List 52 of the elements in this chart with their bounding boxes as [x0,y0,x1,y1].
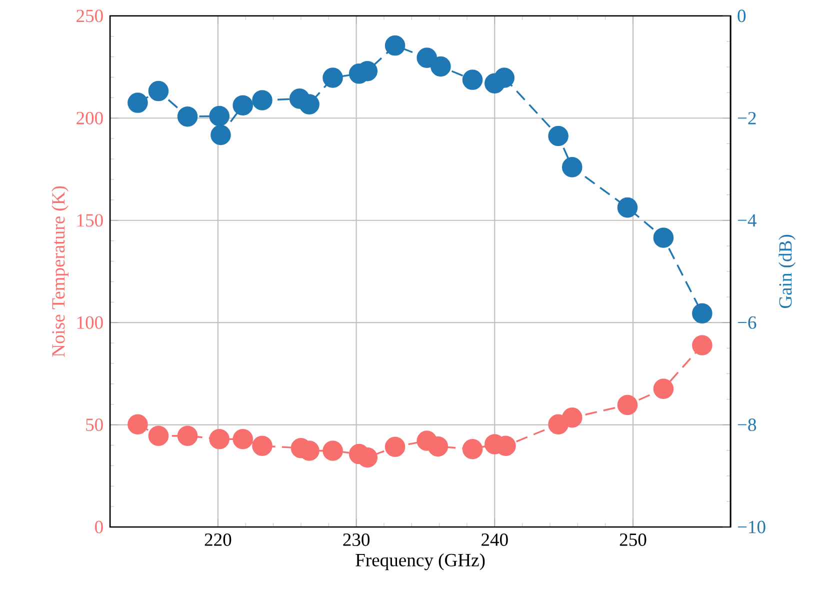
point [299,94,320,115]
point [562,408,582,428]
point [252,90,272,111]
x-tick-label: 230 [343,534,370,546]
point [494,68,514,88]
point [692,335,712,356]
point [177,426,198,446]
point [384,36,406,56]
y-axis-title: Noise Temperature (K) [52,186,68,358]
point [209,429,230,450]
y2-tick-label: −8 [738,418,756,432]
point [653,378,674,400]
y-tick-label: 150 [77,214,103,227]
y-tick-label: 50 [86,418,103,432]
x-tick-label: 250 [620,534,646,546]
point [617,395,638,416]
point [430,56,451,77]
y-tick-label: 0 [95,520,103,534]
point [128,414,148,435]
point [617,198,638,218]
point [384,436,406,458]
y-tick-label: 250 [76,10,103,22]
point [128,92,148,114]
x-tick-label: 220 [204,534,232,546]
y2-tick-label: −2 [738,112,756,124]
point [548,126,568,146]
point [428,436,448,457]
point [148,426,169,446]
x-axis-title: Frequency (GHz) [356,554,485,570]
y2-tick-label: −4 [738,214,756,227]
point [416,48,438,68]
point [653,228,674,248]
point [692,303,712,324]
y2-tick-label: −6 [738,316,756,330]
point [562,157,582,178]
y2-tick-label: −10 [738,520,766,534]
y-tick-label: 200 [76,112,103,125]
point [322,68,343,88]
point [232,95,254,116]
point [210,125,231,146]
point [232,429,254,450]
x-tick-label: 240 [482,534,508,546]
point [462,439,483,460]
point [148,81,169,102]
y2-axis-title: Gain (dB) [778,235,796,308]
point [462,70,483,90]
point [252,436,272,456]
y2-tick-label: 0 [738,10,746,22]
point [322,440,343,462]
point [209,106,230,126]
y-tick-label: 100 [77,316,103,330]
point [177,106,198,127]
